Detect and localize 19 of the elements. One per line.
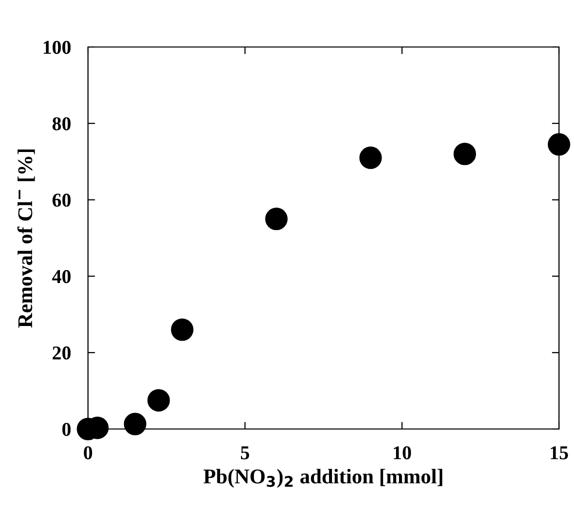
y-axis-title: Removal of Cl$^{−}$ [%] [17, 149, 35, 328]
y-tick-label: 80 [52, 117, 71, 130]
point [454, 142, 476, 166]
point [124, 412, 146, 436]
y-tick-label: 40 [52, 270, 71, 284]
x-tick-label: 5 [240, 446, 250, 460]
point [548, 133, 570, 156]
y-tick-label: 0 [62, 422, 71, 436]
y-tick-label: 60 [52, 194, 71, 207]
y-tick-label: 20 [52, 346, 71, 360]
x-tick-label: 15 [550, 446, 568, 460]
point [147, 389, 170, 412]
y-tick-label: 100 [44, 40, 71, 54]
point [265, 208, 288, 230]
point [170, 318, 194, 341]
x-axis-title: Pb(NO$_{3}$)$_{2}$ addition [mmol] [204, 468, 442, 488]
x-tick-label: 10 [394, 446, 411, 460]
x-tick-label: 0 [84, 446, 92, 460]
point [359, 146, 382, 170]
